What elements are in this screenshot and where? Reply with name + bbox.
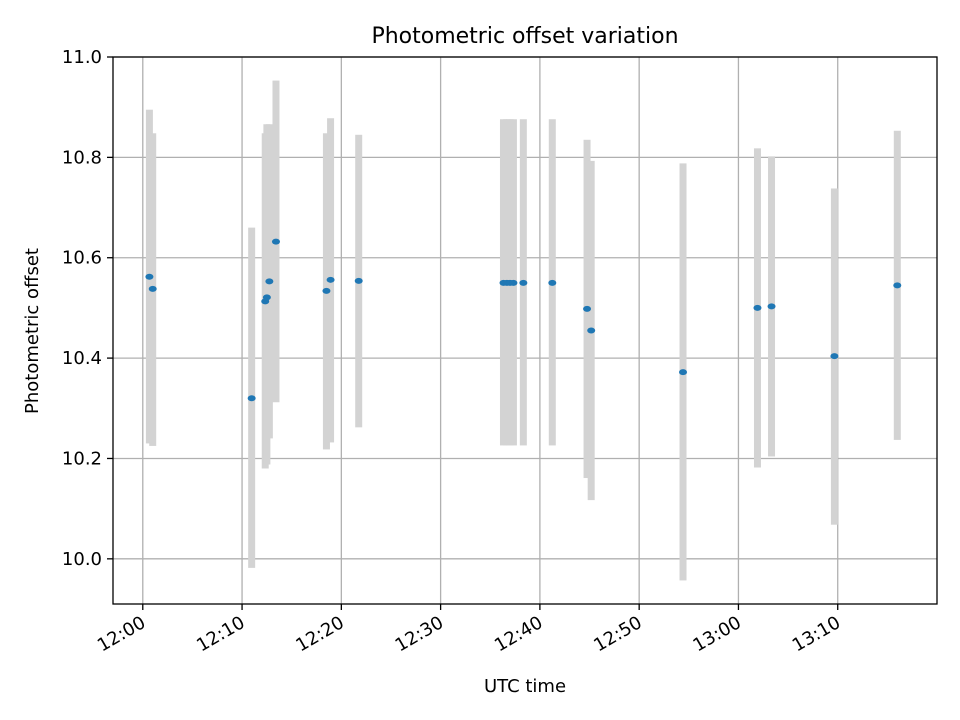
data-point xyxy=(767,303,776,310)
data-point xyxy=(265,278,274,285)
y-axis-label: Photometric offset xyxy=(22,248,43,414)
data-point xyxy=(271,238,280,245)
data-point xyxy=(548,279,557,286)
data-point xyxy=(519,279,528,286)
data-point xyxy=(322,287,331,294)
data-point xyxy=(262,294,271,301)
chart-title: Photometric offset variation xyxy=(371,24,678,49)
data-point xyxy=(509,279,518,286)
plot-frame xyxy=(112,56,938,605)
y-tick-label: 11.0 xyxy=(62,47,102,68)
data-point xyxy=(583,305,592,312)
y-tick-label: 10.0 xyxy=(62,549,102,570)
data-point xyxy=(893,282,902,289)
x-axis-label: UTC time xyxy=(484,676,566,697)
y-tick-label: 10.2 xyxy=(62,448,102,469)
data-point xyxy=(587,327,596,334)
data-point xyxy=(145,273,154,280)
data-point xyxy=(354,277,363,284)
y-tick-label: 10.8 xyxy=(62,147,102,168)
y-tick-label: 10.4 xyxy=(62,348,102,369)
data-point xyxy=(753,304,762,311)
data-point xyxy=(247,395,256,402)
data-point xyxy=(148,285,157,292)
data-point xyxy=(326,276,335,283)
data-point xyxy=(679,369,688,376)
point-layer xyxy=(145,238,902,402)
y-tick-label: 10.6 xyxy=(62,248,102,269)
data-point xyxy=(830,353,839,360)
